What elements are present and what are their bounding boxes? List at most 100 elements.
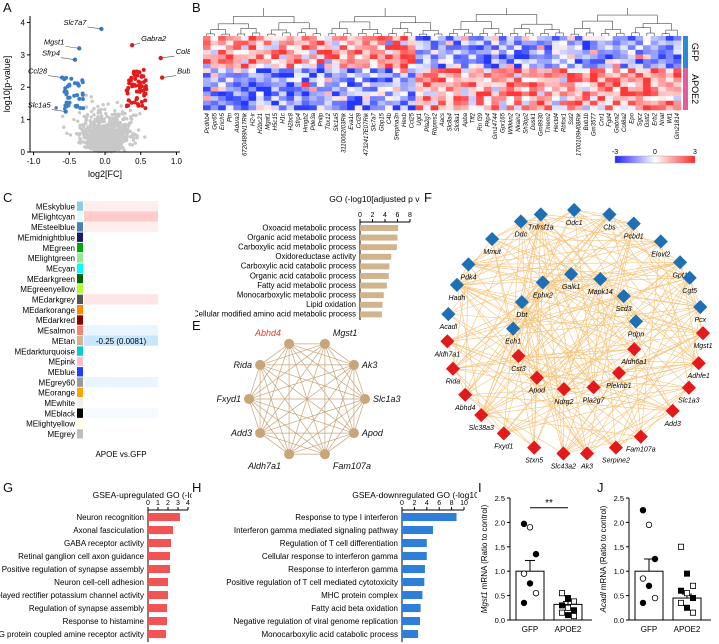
heatmap-cell — [627, 54, 636, 60]
heatmap-cell — [392, 40, 401, 46]
heatmap-cell — [582, 59, 591, 65]
heatmap-column-label: 1700109H08Rik — [577, 112, 583, 156]
heatmap-cell — [514, 100, 522, 106]
volcano-point — [83, 115, 88, 119]
heatmap-cell — [240, 77, 249, 83]
heatmap-cell — [536, 63, 545, 69]
heatmap-cell — [248, 91, 257, 97]
heatmap-cell — [445, 36, 454, 41]
data-point — [520, 599, 528, 607]
heatmap-cell — [536, 86, 545, 92]
heatmap-cell — [627, 100, 636, 106]
heatmap-cell — [445, 86, 454, 92]
heatmap-cell — [423, 96, 431, 102]
chart-title: GSEA-upregulated GO (-log10[p value]) — [93, 490, 192, 500]
heatmap-cell — [460, 40, 469, 46]
heatmap-cell — [400, 96, 409, 102]
network-node-label: Abhd4 — [254, 328, 281, 338]
network-edge — [447, 277, 690, 342]
heatmap-cell — [400, 73, 409, 78]
volcano-point — [86, 144, 90, 148]
volcano-point-down — [66, 95, 71, 100]
heatmap-cell — [339, 45, 348, 51]
dendrogram-branch — [635, 27, 651, 34]
network-node-label: Ech1 — [505, 339, 521, 346]
y-axis-label-gene: Mgst1 — [480, 591, 489, 613]
volcano-point — [109, 124, 114, 128]
module-correlation-cell — [84, 387, 158, 398]
dendrogram-branch — [555, 32, 564, 36]
network-node-down — [626, 216, 641, 231]
heatmap-cell — [635, 100, 644, 106]
heatmap-cell — [476, 45, 485, 51]
heatmap-cell — [294, 91, 302, 97]
volcano-point-up — [134, 89, 139, 94]
heatmap-column-label: Cnr1 — [599, 113, 605, 126]
category-label: APOE2 — [555, 625, 582, 634]
module-trait-table: MEskyblueMElightcyanMEsteelblueMEmidnigh… — [15, 201, 158, 459]
heatmap-cell — [506, 49, 515, 55]
heatmap-cell — [278, 68, 287, 74]
module-name: MEcyan — [46, 264, 75, 273]
gsea-up-chart: GSEA-upregulated GO (-log10[p value])012… — [0, 490, 192, 642]
heatmap-cell — [491, 105, 500, 111]
network-edge — [465, 394, 673, 412]
heatmap-cell — [476, 77, 485, 83]
y-tick-label: 2 — [21, 83, 26, 92]
heatmap-cell — [430, 105, 439, 111]
volcano-point-down — [73, 103, 78, 108]
category-label: Neuron recognition — [76, 513, 144, 522]
heatmap-cell — [559, 68, 568, 74]
heatmap-cell — [203, 82, 211, 88]
heatmap-cell — [248, 63, 257, 69]
heatmap-cell — [673, 36, 682, 41]
bar — [402, 565, 425, 574]
volcano-point — [133, 133, 137, 137]
heatmap-cell — [476, 40, 485, 46]
data-point — [526, 580, 534, 587]
network-node-label: Abhd4 — [454, 405, 475, 412]
heatmap-cell — [369, 40, 378, 46]
heatmap-cell — [301, 45, 310, 51]
network-edge — [563, 277, 690, 390]
heatmap-cell — [278, 77, 287, 83]
heatmap-cell — [271, 91, 280, 97]
heatmap-cell — [483, 63, 492, 69]
network-edge — [452, 221, 522, 369]
heatmap-cell — [582, 91, 591, 97]
heatmap-cell — [559, 73, 568, 78]
volcano-point — [77, 133, 81, 137]
volcano-point — [83, 121, 87, 126]
heatmap-cell — [438, 77, 447, 83]
network-edge — [481, 321, 637, 416]
heatmap-cell — [529, 73, 538, 78]
heatmap-cell — [347, 86, 356, 92]
volcano-point-up — [142, 91, 147, 96]
heatmap-cell — [286, 96, 295, 102]
heatmap-cell — [233, 86, 242, 92]
heatmap-cell — [331, 77, 340, 83]
network-edge — [481, 278, 601, 416]
network-edge — [679, 262, 700, 364]
heatmap-cell — [453, 105, 462, 111]
heatmap-cell — [400, 45, 409, 51]
heatmap-cell — [377, 63, 386, 69]
bar — [360, 244, 397, 251]
volcano-point — [111, 130, 115, 135]
network-edge — [456, 284, 673, 412]
network-edge — [518, 282, 544, 357]
volcano-point-up — [143, 106, 148, 111]
heatmap-cell — [673, 54, 682, 60]
volcano-point-down — [64, 100, 69, 105]
volcano-point-down — [81, 106, 86, 111]
volcano-point-up — [139, 74, 144, 79]
x-tick-label: 4 — [383, 212, 387, 219]
heatmap-cell — [544, 63, 553, 69]
heatmap-cell — [339, 105, 348, 111]
heatmap-cell — [218, 86, 227, 92]
heatmap-cell — [605, 68, 614, 74]
heatmap-cell — [483, 68, 492, 74]
heatmap-cell — [627, 77, 636, 83]
heatmap-cell — [233, 36, 242, 41]
